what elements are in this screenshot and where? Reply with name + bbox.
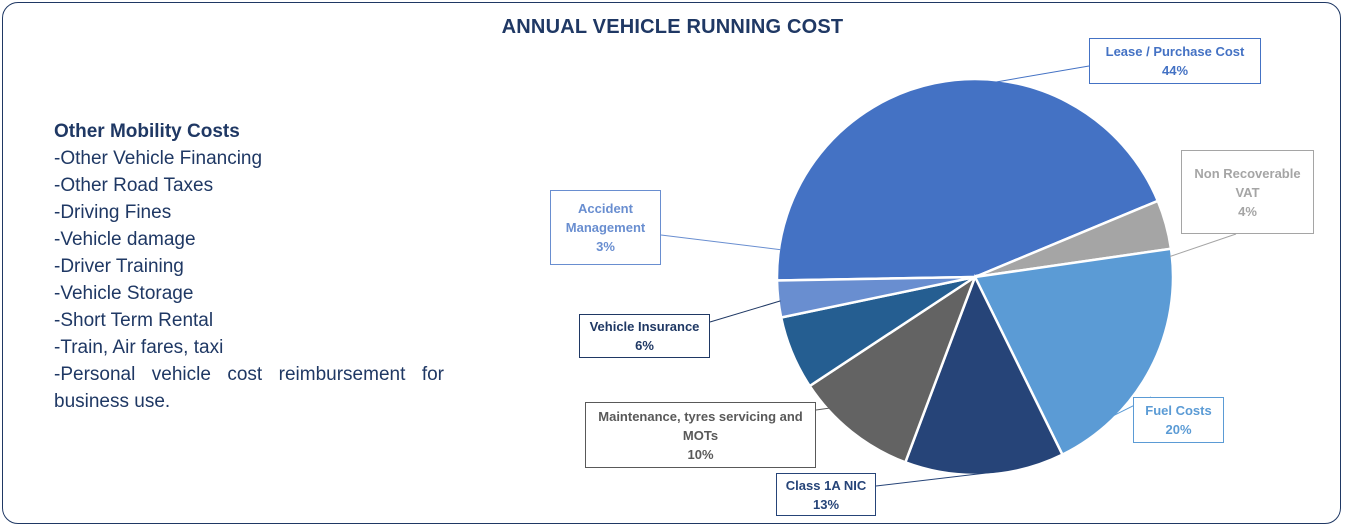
slice-label-fuel-costs: Fuel Costs 20%	[1133, 397, 1224, 443]
cost-item: -Personal vehicle cost reimbursement for…	[54, 364, 444, 412]
slice-label-name: Fuel Costs	[1145, 403, 1212, 418]
leader-line-non-recoverable-vat	[1169, 233, 1237, 257]
cost-item: -Vehicle Storage	[54, 283, 194, 304]
slice-label-percent: 3%	[596, 239, 615, 254]
slice-label-percent: 4%	[1238, 203, 1257, 219]
pie-slice-lease-purchase	[775, 77, 1160, 282]
slice-label-name: Accident Management	[565, 201, 646, 235]
chart-title: ANNUAL VEHICLE RUNNING COST	[501, 16, 844, 38]
other-mobility-costs-heading: Other Mobility Costs	[54, 121, 240, 142]
slice-label-percent: 10%	[687, 446, 714, 462]
slice-label-name: Vehicle Insurance	[589, 319, 700, 334]
cost-item: -Other Road Taxes	[54, 175, 214, 196]
leader-line-class-1a-nic	[875, 471, 999, 487]
slice-label-accident-management: Accident Management 3%	[550, 190, 661, 265]
pie-slice-maintenance	[807, 273, 978, 464]
slice-label-percent: 13%	[812, 496, 840, 512]
slice-label-vehicle-insurance: Vehicle Insurance 6%	[579, 314, 710, 358]
cost-item: -Vehicle damage	[54, 229, 196, 250]
cost-item: -Train, Air fares, taxi	[54, 337, 224, 358]
cost-item: -Other Vehicle Financing	[54, 148, 263, 169]
cost-item: -Driving Fines	[54, 202, 172, 223]
slice-label-maintenance: Maintenance, tyres servicing and MOTs 10%	[585, 402, 816, 468]
slice-label-non-recoverable-vat: Non Recoverable VAT 4%	[1181, 150, 1314, 234]
slice-label-name: Class 1A NIC	[785, 477, 867, 493]
pie-slice-accident-management	[775, 275, 976, 319]
slice-label-class-1a-nic: Class 1A NIC 13%	[776, 473, 876, 516]
leader-line-accident-management	[660, 234, 781, 251]
slice-label-name: Maintenance, tyres servicing and MOTs	[598, 408, 803, 443]
slice-label-name: Non Recoverable VAT	[1194, 165, 1301, 200]
slice-label-percent: 20%	[1165, 422, 1192, 437]
pie-slice-fuel-costs	[973, 247, 1175, 457]
leader-line-lease-purchase	[995, 65, 1090, 83]
leader-line-maintenance	[815, 407, 830, 411]
pie-slice-class-1a-nic	[903, 273, 1065, 477]
leader-line-vehicle-insurance	[709, 300, 781, 323]
slice-label-name: Lease / Purchase Cost	[1105, 44, 1245, 59]
slice-label-percent: 6%	[635, 338, 654, 353]
cost-item: -Short Term Rental	[54, 310, 214, 331]
slice-label-percent: 44%	[1161, 63, 1189, 78]
slice-label-lease-purchase: Lease / Purchase Cost 44%	[1089, 38, 1261, 84]
cost-item: -Driver Training	[54, 256, 184, 277]
other-mobility-costs-panel: Other Mobility Costs -Other Vehicle Fina…	[54, 118, 444, 415]
